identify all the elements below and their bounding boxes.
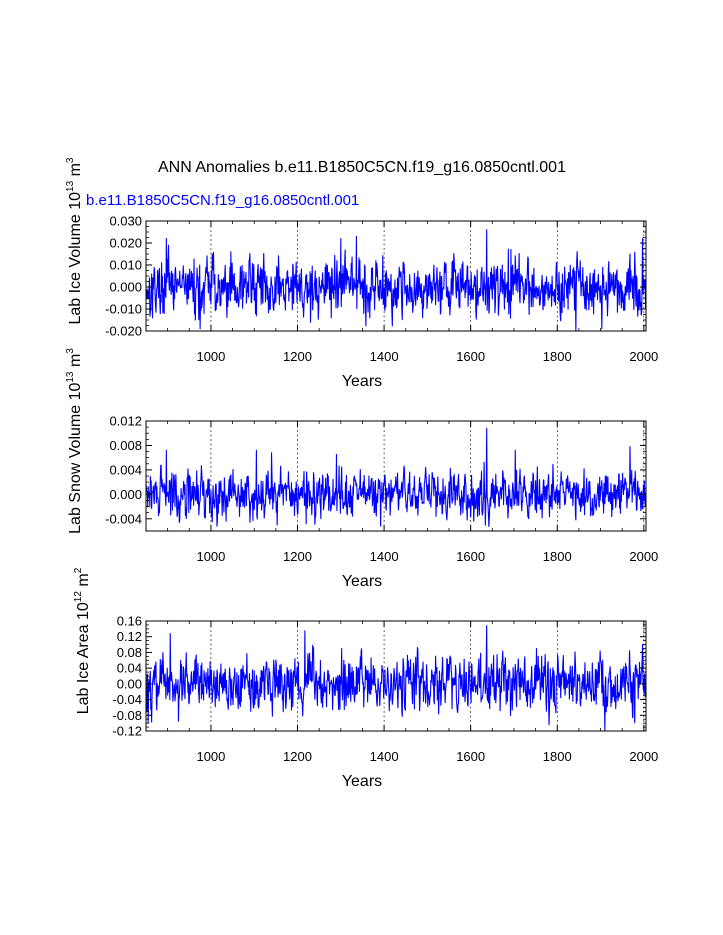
- x-tick-label: 2000: [629, 549, 658, 564]
- y-axis-label: Lab Snow Volume 1013 m3: [65, 348, 84, 534]
- snow-volume-panel: 1000 1200 1400 1600 1800 2000 -0.004 0.000 0.004…: [65, 348, 658, 590]
- y-tick-label: 0.12: [117, 629, 142, 644]
- y-tick-label: -0.010: [105, 302, 142, 317]
- y-tick-label: 0.16: [117, 614, 142, 629]
- y-tick-label: -0.08: [112, 708, 142, 723]
- x-tick-label: 1200: [283, 549, 312, 564]
- x-axis-label: Years: [342, 373, 382, 390]
- x-tick-label: 1600: [456, 749, 485, 764]
- y-tick-label: 0.030: [109, 214, 142, 229]
- y-tick-label: -0.04: [112, 692, 142, 707]
- x-tick-label: 1000: [196, 549, 225, 564]
- y-tick-label: 0.00: [117, 676, 142, 691]
- x-tick-label: 2000: [629, 749, 658, 764]
- x-tick-label: 1400: [370, 749, 399, 764]
- plot-frame: [145, 420, 647, 532]
- y-tick-label: -0.020: [105, 324, 142, 339]
- y-tick-label: 0.04: [117, 661, 142, 676]
- y-tick-label: 0.020: [109, 236, 142, 251]
- x-tick-label: 1000: [196, 749, 225, 764]
- y-tick-label: 0.000: [109, 280, 142, 295]
- ice-volume-panel: 1000 1200 1400 1600 1800 2000 -0.020 -0.010 0.00…: [65, 157, 658, 390]
- y-tick-label: 0.012: [109, 414, 142, 429]
- y-tick-label: 0.004: [109, 462, 142, 477]
- x-tick-label: 1000: [196, 349, 225, 364]
- x-tick-label: 1800: [543, 749, 572, 764]
- y-tick-label: 0.008: [109, 438, 142, 453]
- y-tick-label: 0.000: [109, 487, 142, 502]
- y-tick-label: -0.004: [105, 511, 142, 526]
- data-series-line: [145, 229, 647, 332]
- x-tick-label: 1800: [543, 349, 572, 364]
- x-axis-label: Years: [342, 773, 382, 790]
- x-axis-label: Years: [342, 573, 382, 590]
- y-tick-label: 0.08: [117, 645, 142, 660]
- x-tick-label: 2000: [629, 349, 658, 364]
- x-tick-label: 1800: [543, 549, 572, 564]
- y-axis-label: Lab Ice Area 1012 m2: [73, 567, 92, 714]
- data-series-line: [145, 625, 647, 732]
- figure-title: ANN Anomalies b.e11.B1850C5CN.f19_g16.08…: [158, 159, 566, 176]
- x-tick-label: 1400: [370, 349, 399, 364]
- x-tick-label: 1400: [370, 549, 399, 564]
- y-tick-label: -0.12: [112, 724, 142, 739]
- x-tick-label: 1600: [456, 349, 485, 364]
- ice-area-panel: 1000 1200 1400 1600 1800 2000-0.12-0.08-0.040…: [73, 567, 658, 790]
- x-tick-label: 1200: [283, 349, 312, 364]
- y-axis-label: Lab Ice Volume 1013 m3: [65, 157, 84, 324]
- data-series-line: [145, 427, 647, 527]
- case-label: b.e11.B1850C5CN.f19_g16.0850cntl.001: [86, 192, 359, 209]
- y-tick-label: 0.010: [109, 258, 142, 273]
- x-tick-label: 1600: [456, 549, 485, 564]
- x-tick-label: 1200: [283, 749, 312, 764]
